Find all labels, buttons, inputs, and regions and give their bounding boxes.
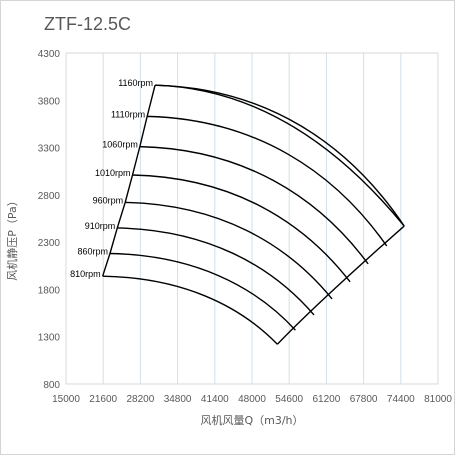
x-tick-label: 74400 xyxy=(387,394,415,405)
y-axis-label: 风机静压P（Pa） xyxy=(5,195,19,281)
rpm-curve xyxy=(117,227,315,316)
rpm-label: 910rpm xyxy=(85,221,116,231)
y-tick-label: 3300 xyxy=(38,144,61,155)
left-envelope-line xyxy=(101,84,156,277)
rpm-label: 1160rpm xyxy=(118,78,153,88)
x-tick-label: 81000 xyxy=(424,394,452,405)
rpm-label: 960rpm xyxy=(93,195,124,205)
y-tick-label: 3800 xyxy=(38,96,61,107)
y-tick-label: 800 xyxy=(43,380,60,391)
x-axis-label: 风机风量Q（m3/h） xyxy=(200,413,303,427)
x-tick-label: 21600 xyxy=(89,394,117,405)
rpm-curve xyxy=(109,252,296,331)
y-tick-label: 2300 xyxy=(38,238,61,249)
x-tick-label: 28200 xyxy=(126,394,154,405)
rpm-curve xyxy=(139,145,369,265)
chart-title: ZTF-12.5C xyxy=(44,14,131,34)
x-tick-label: 67800 xyxy=(350,394,378,405)
rpm-curve xyxy=(125,201,333,300)
rpm-curve xyxy=(132,174,351,283)
rpm-curve xyxy=(155,84,405,227)
right-envelope-line xyxy=(276,225,405,345)
y-tick-label: 2800 xyxy=(38,191,61,202)
rpm-label: 1060rpm xyxy=(102,140,138,150)
y-tick-label: 1300 xyxy=(38,333,61,344)
y-tick-label: 1800 xyxy=(38,285,61,296)
rpm-curve xyxy=(102,275,278,345)
plot-area xyxy=(65,52,439,385)
top-envelope-line xyxy=(155,84,405,227)
rpm-label: 860rpm xyxy=(77,246,108,256)
x-tick-label: 54600 xyxy=(275,394,303,405)
x-tick-label: 61200 xyxy=(312,394,340,405)
rpm-label: 810rpm xyxy=(70,269,101,279)
y-tick-label: 4300 xyxy=(38,49,61,60)
rpm-curve xyxy=(147,115,388,247)
x-tick-label: 34800 xyxy=(164,394,192,405)
rpm-label: 1110rpm xyxy=(111,109,145,119)
x-tick-label: 48000 xyxy=(238,394,266,405)
x-tick-label: 15000 xyxy=(52,394,80,405)
x-tick-label: 41400 xyxy=(201,394,229,405)
rpm-label: 1010rpm xyxy=(95,168,131,178)
